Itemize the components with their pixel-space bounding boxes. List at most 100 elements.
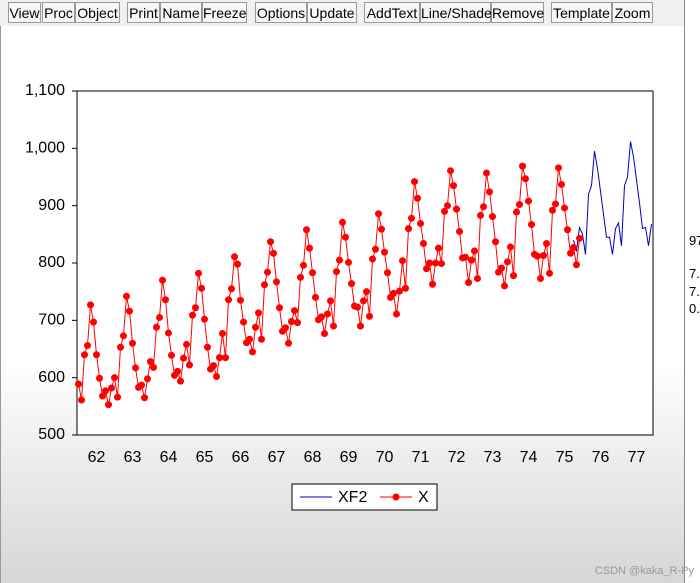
data-point [213,373,220,381]
data-point [573,261,580,269]
data-point [309,269,316,277]
data-point [441,207,448,215]
toolbar-button[interactable]: Proc [42,2,75,23]
data-point [552,200,559,208]
data-point [468,256,475,264]
data-point [453,205,460,213]
toolbar-button[interactable]: Line/Shade [420,2,492,23]
watermark: CSDN @kaka_R-Py [594,565,694,577]
data-point [210,362,217,370]
data-point [105,401,112,409]
x-tick-label: 75 [556,449,574,466]
data-point [147,358,154,366]
data-point [507,243,514,251]
data-point [429,280,436,288]
legend-label: XF2 [338,489,367,506]
data-point [546,269,553,277]
data-point [276,304,283,312]
data-point [525,197,532,205]
x-tick-label: 65 [196,449,214,466]
y-tick-label: 500 [38,426,65,443]
data-point [516,201,523,209]
data-point [141,394,148,402]
data-point [564,226,571,234]
toolbar-button[interactable]: Freeze [202,2,247,23]
data-point [318,313,325,321]
data-point [372,245,379,253]
data-point [282,324,289,332]
data-point [111,374,118,382]
data-point [477,211,484,219]
x-tick-label: 63 [124,449,142,466]
side-text: 7. [689,266,700,281]
data-point [489,213,496,221]
data-point [504,258,511,266]
legend [291,483,438,511]
toolbar-button[interactable]: Name [160,2,202,23]
data-point [327,297,334,305]
data-point [363,288,370,296]
data-point [405,225,412,233]
data-point [381,248,388,256]
data-point [483,169,490,177]
data-point [426,259,433,267]
data-point [498,264,505,272]
toolbar-button[interactable]: AddText [364,2,420,23]
data-point [285,339,292,347]
data-point [411,178,418,186]
data-point [195,269,202,277]
legend-label: X [418,489,429,506]
data-point [492,238,499,246]
data-point [321,330,328,338]
data-point [174,367,181,375]
data-point [333,268,340,276]
toolbar-button[interactable]: Zoom [612,2,653,23]
toolbar-button[interactable]: View [8,2,41,23]
data-point [138,381,145,389]
x-tick-label: 64 [160,449,178,466]
data-point [339,218,346,226]
data-point [99,392,106,400]
data-point [114,393,121,401]
data-point [258,335,265,343]
toolbar-button[interactable]: Template [551,2,612,23]
data-point [357,322,364,330]
data-point [369,255,376,263]
data-point [345,258,352,266]
data-point [543,240,550,248]
data-point [570,244,577,252]
toolbar-button[interactable]: Update [307,2,357,23]
data-point [303,226,310,234]
data-point [297,273,304,281]
data-point [240,318,247,326]
data-point [393,310,400,318]
data-point [267,238,274,246]
x-tick-label: 67 [268,449,286,466]
toolbar-button[interactable]: Object [75,2,120,23]
data-point [192,304,199,312]
data-point [216,354,223,362]
data-point [156,313,163,321]
x-tick-label: 66 [232,449,250,466]
data-point [414,194,421,202]
data-point [420,240,427,248]
data-point [144,375,151,383]
side-text: 7. [689,284,700,299]
toolbar-button[interactable]: Print [127,2,160,23]
toolbar-button[interactable]: Options [255,2,307,23]
data-point [129,339,136,347]
data-point [93,351,100,359]
data-point [324,310,331,318]
data-point [396,287,403,295]
side-text: 97 [689,233,700,248]
toolbar-button[interactable]: Remove [491,2,544,23]
data-point [126,307,133,315]
x-tick-label: 73 [484,449,502,466]
x-tick-label: 77 [628,449,646,466]
chart: 500 600 700 800 900 1,000 1,100 62 63 64 65 66 67 68 6… [25,82,654,511]
y-tick-label: 900 [38,197,65,214]
data-point [162,296,169,304]
series-line [573,141,652,255]
data-point [231,253,238,261]
data-point [522,175,529,183]
